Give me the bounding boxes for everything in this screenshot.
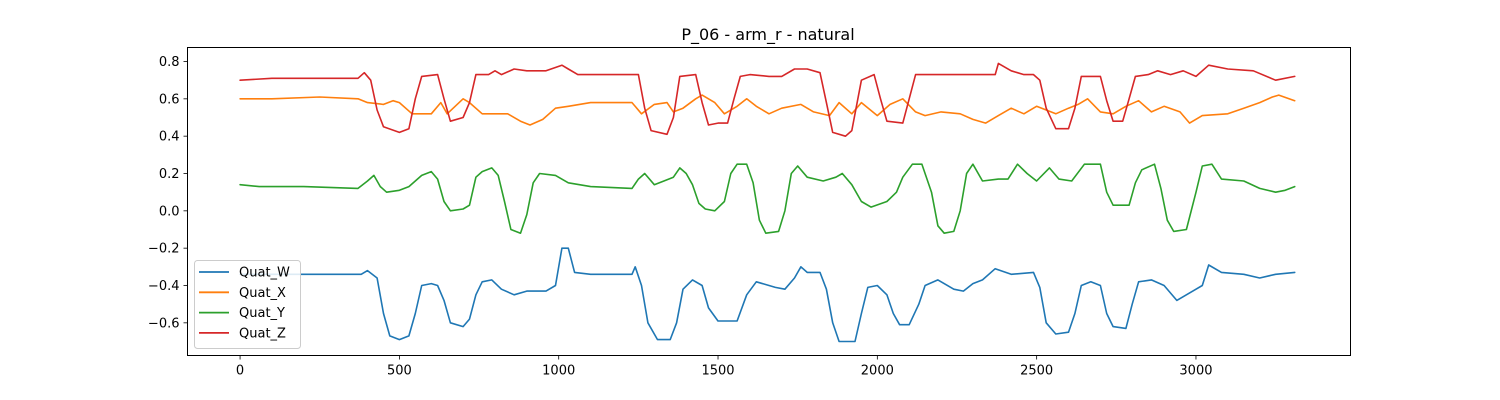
- legend-label-quat-x: Quat_X: [239, 286, 286, 301]
- y-axis: −0.6 −0.4 −0.2 0.0 0.2 0.4 0.6 0.8: [148, 55, 188, 331]
- legend-label-quat-y: Quat_Y: [239, 306, 285, 321]
- y-tick-label: −0.2: [148, 242, 180, 257]
- x-tick-label: 2000: [861, 364, 894, 379]
- series-line-quat-w: [239, 247, 1296, 343]
- chart-title: P_06 - arm_r - natural: [681, 25, 854, 45]
- y-tick-label: −0.4: [148, 279, 180, 294]
- legend-label-quat-z: Quat_Z: [239, 326, 286, 341]
- legend: Quat_W Quat_X Quat_Y Quat_Z: [194, 260, 301, 349]
- x-tick-label: 2500: [1020, 364, 1053, 379]
- x-tick-label: 3000: [1179, 364, 1212, 379]
- series-line-quat-z: [239, 62, 1296, 137]
- x-tick-label: 500: [387, 364, 412, 379]
- legend-box: [194, 260, 301, 349]
- y-tick-label: −0.6: [148, 316, 180, 331]
- y-tick-label: 0.6: [159, 92, 180, 107]
- y-tick-label: 0.8: [159, 55, 180, 70]
- legend-label-quat-w: Quat_W: [239, 266, 290, 281]
- plot-frame: [187, 47, 1351, 356]
- y-tick-label: 0.4: [159, 130, 180, 145]
- y-tick-label: 0.0: [159, 204, 180, 219]
- series-layer: [239, 62, 1296, 343]
- series-line-quat-y: [239, 163, 1296, 234]
- x-tick-label: 1500: [701, 364, 734, 379]
- y-tick-label: 0.2: [159, 167, 180, 182]
- x-axis: 0 500 1000 1500 2000 2500 3000: [236, 355, 1213, 379]
- x-tick-label: 1000: [542, 364, 575, 379]
- series-line-quat-x: [239, 94, 1296, 126]
- x-tick-label: 0: [236, 364, 244, 379]
